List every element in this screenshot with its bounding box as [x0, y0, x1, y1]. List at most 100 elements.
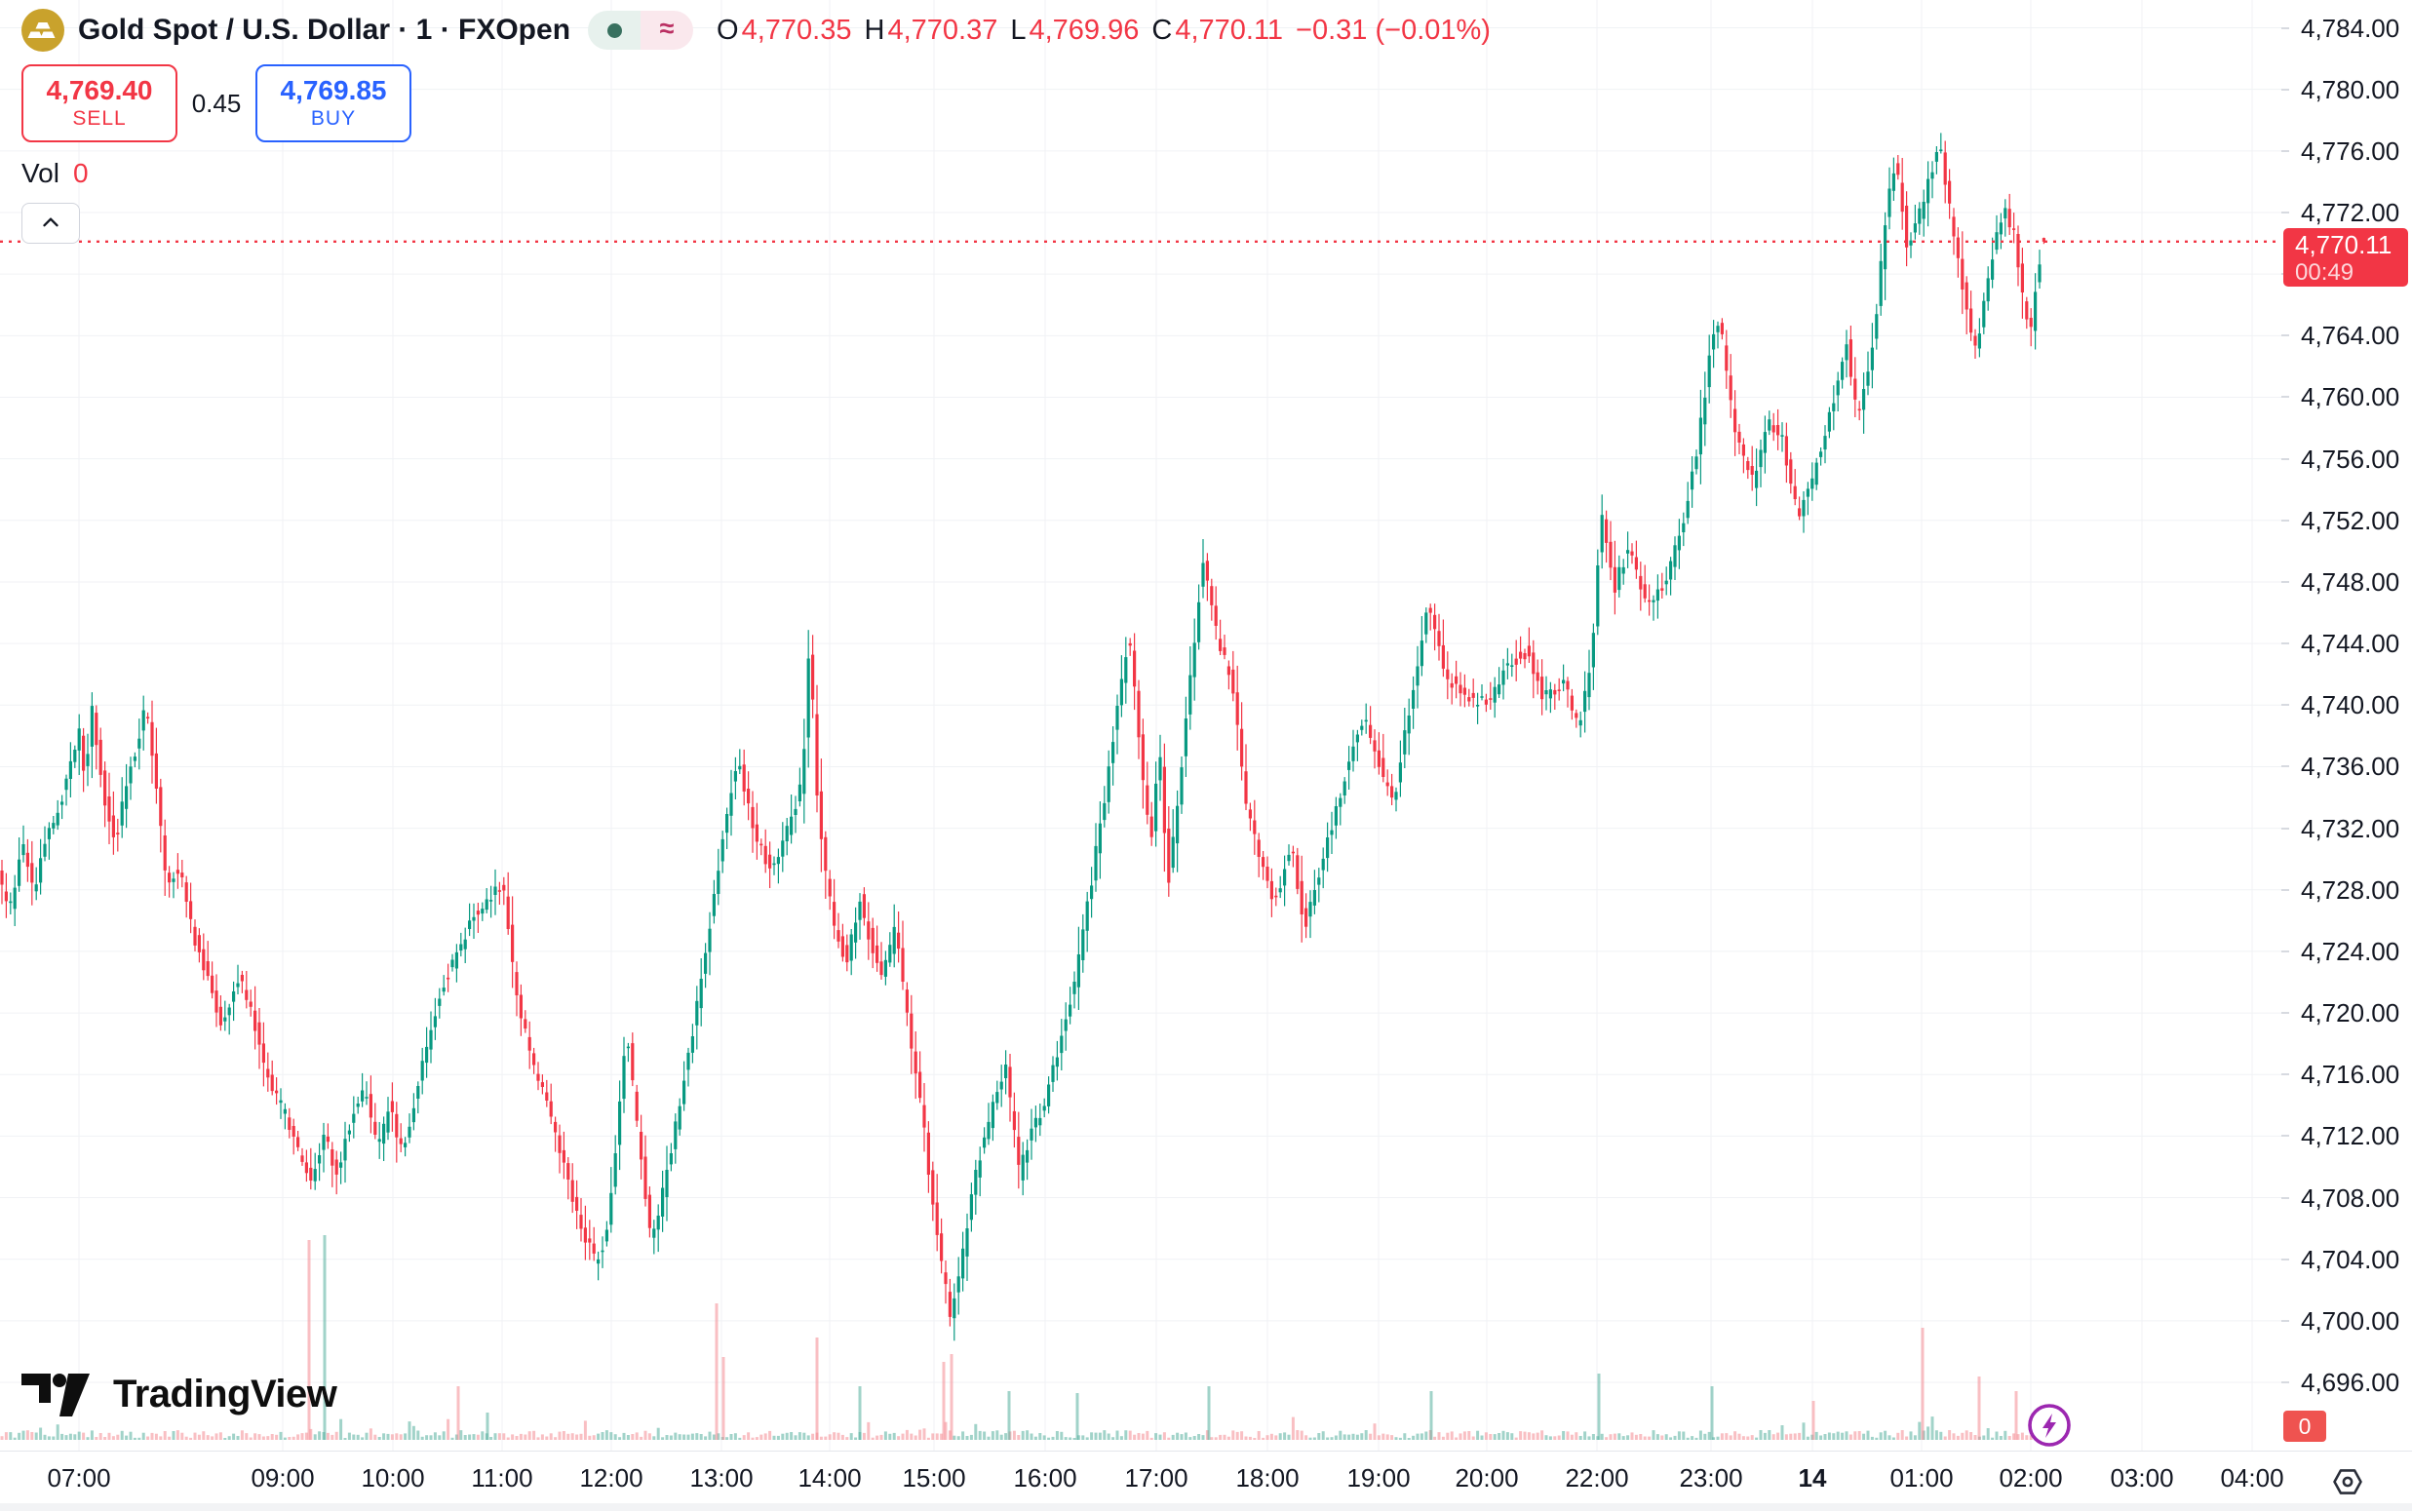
- change-value: −0.31 (−0.01%): [1296, 14, 1491, 46]
- sell-button[interactable]: 4,769.40 SELL: [21, 64, 177, 142]
- price-axis-label: 4,724.00: [2301, 936, 2400, 966]
- price-axis[interactable]: 4,784.004,780.004,776.004,772.004,768.00…: [2281, 0, 2412, 1451]
- price-axis-label: 4,748.00: [2301, 566, 2400, 597]
- buy-price: 4,769.85: [280, 75, 387, 105]
- price-tick-mark: [2281, 580, 2289, 583]
- candles: [0, 133, 2045, 1341]
- price-axis-label: 4,744.00: [2301, 629, 2400, 659]
- price-tick-mark: [2281, 457, 2289, 460]
- time-axis-label: 15:00: [902, 1463, 966, 1493]
- time-axis-label: 13:00: [689, 1463, 754, 1493]
- collapse-legend-button[interactable]: [21, 203, 80, 244]
- bar-countdown: 00:49: [2295, 259, 2354, 286]
- price-tick-mark: [2281, 26, 2289, 29]
- price-axis-label: 4,704.00: [2301, 1244, 2400, 1274]
- open-label: O: [717, 14, 739, 46]
- time-axis-label: 22:00: [1565, 1463, 1629, 1493]
- price-axis-label: 4,756.00: [2301, 444, 2400, 474]
- time-axis[interactable]: 07:00 09:00 10:00 11:00 12:00 13:00 14:00 15:00…: [0, 1451, 2412, 1512]
- price-axis-label: 4,776.00: [2301, 136, 2400, 166]
- price-axis-label: 4,700.00: [2301, 1305, 2400, 1336]
- market-open-icon: [588, 11, 642, 50]
- buy-label: BUY: [310, 107, 357, 130]
- volume-label: Vol: [21, 158, 59, 188]
- price-axis-label: 4,736.00: [2301, 752, 2400, 782]
- price-tick-mark: [2281, 1381, 2289, 1384]
- price-axis-label: 4,716.00: [2301, 1060, 2400, 1090]
- price-axis-label: 4,732.00: [2301, 813, 2400, 843]
- high-label: H: [864, 14, 885, 46]
- time-axis-label: 12:00: [579, 1463, 643, 1493]
- time-axis-label: 09:00: [251, 1463, 315, 1493]
- tradingview-logo-text: TradingView: [113, 1373, 337, 1415]
- last-price-value: 4,770.11: [2295, 230, 2393, 259]
- price-tick-mark: [2281, 149, 2289, 152]
- close-value: 4,770.11: [1175, 14, 1284, 46]
- time-axis-label: 10:00: [361, 1463, 425, 1493]
- high-value: 4,770.37: [887, 14, 998, 46]
- chevron-up-icon: [43, 217, 58, 227]
- time-axis-label: 02:00: [1999, 1463, 2063, 1493]
- price-tick-mark: [2281, 1319, 2289, 1322]
- price-axis-label: 4,720.00: [2301, 998, 2400, 1028]
- price-axis-label: 4,696.00: [2301, 1368, 2400, 1398]
- volume-legend: Vol 0: [21, 158, 1491, 189]
- ohlc-values: O 4,770.35 H 4,770.37 L 4,769.96 C 4,770.11 …: [717, 15, 1491, 47]
- market-status-pill[interactable]: ≈: [588, 11, 694, 50]
- close-label: C: [1151, 14, 1173, 46]
- time-axis-label: 16:00: [1013, 1463, 1077, 1493]
- volume-bars: [0, 1235, 2047, 1440]
- time-axis-label: 11:00: [471, 1463, 533, 1493]
- tradingview-logomark-icon: [21, 1373, 90, 1416]
- time-axis-label: 20:00: [1455, 1463, 1519, 1493]
- price-axis-label: 4,764.00: [2301, 321, 2400, 351]
- price-axis-label: 4,780.00: [2301, 74, 2400, 104]
- time-axis-label: 23:00: [1679, 1463, 1743, 1493]
- price-tick-mark: [2281, 950, 2289, 952]
- price-axis-label: 4,712.00: [2301, 1121, 2400, 1151]
- price-tick-mark: [2281, 1012, 2289, 1015]
- time-axis-label: 03:00: [2110, 1463, 2174, 1493]
- symbol-legend: Gold Spot / U.S. Dollar · 1 · FXOpen ≈ O…: [21, 8, 1491, 53]
- spread-value: 0.45: [177, 88, 255, 119]
- chart-pane[interactable]: [0, 0, 2281, 1451]
- open-value: 4,770.35: [741, 14, 852, 46]
- price-tick-mark: [2281, 88, 2289, 91]
- time-axis-label: 04:00: [2220, 1463, 2284, 1493]
- time-axis-label: 17:00: [1124, 1463, 1188, 1493]
- instant-trading-button[interactable]: [2026, 1402, 2073, 1449]
- lightning-bolt-icon: [2028, 1404, 2071, 1447]
- time-axis-label: 14: [1798, 1463, 1827, 1493]
- price-axis-label: 4,708.00: [2301, 1182, 2400, 1213]
- low-value: 4,769.96: [1029, 14, 1140, 46]
- price-axis-label: 4,784.00: [2301, 13, 2400, 43]
- price-axis-label: 4,752.00: [2301, 505, 2400, 535]
- timezone-settings-button[interactable]: [2326, 1460, 2369, 1503]
- sell-label: SELL: [72, 107, 127, 130]
- price-axis-label: 4,772.00: [2301, 198, 2400, 227]
- price-tick-mark: [2281, 704, 2289, 707]
- candlestick-chart[interactable]: [0, 0, 2281, 1451]
- volume-axis-badge: 0: [2283, 1411, 2326, 1442]
- time-axis-label: 14:00: [798, 1463, 862, 1493]
- price-tick-mark: [2281, 1196, 2289, 1199]
- gold-symbol-icon: [21, 9, 64, 52]
- price-axis-label: 4,740.00: [2301, 690, 2400, 720]
- time-axis-label: 18:00: [1235, 1463, 1300, 1493]
- hexagon-settings-icon: [2333, 1468, 2362, 1494]
- time-axis-label: 01:00: [1889, 1463, 1954, 1493]
- price-tick-mark: [2281, 1135, 2289, 1138]
- price-tick-mark: [2281, 212, 2289, 213]
- price-tick-mark: [2281, 396, 2289, 399]
- symbol-title[interactable]: Gold Spot / U.S. Dollar · 1 · FXOpen: [78, 14, 571, 46]
- tradingview-logo[interactable]: TradingView: [21, 1373, 337, 1416]
- price-tick-mark: [2281, 1073, 2289, 1076]
- price-tick-mark: [2281, 1258, 2289, 1260]
- time-axis-label: 07:00: [47, 1463, 111, 1493]
- delayed-data-icon: ≈: [641, 11, 694, 50]
- price-axis-label: 4,728.00: [2301, 874, 2400, 905]
- price-tick-mark: [2281, 334, 2289, 337]
- buy-button[interactable]: 4,769.85 BUY: [255, 64, 411, 142]
- last-price-label: 4,770.11 00:49: [2283, 228, 2408, 287]
- price-tick-mark: [2281, 519, 2289, 522]
